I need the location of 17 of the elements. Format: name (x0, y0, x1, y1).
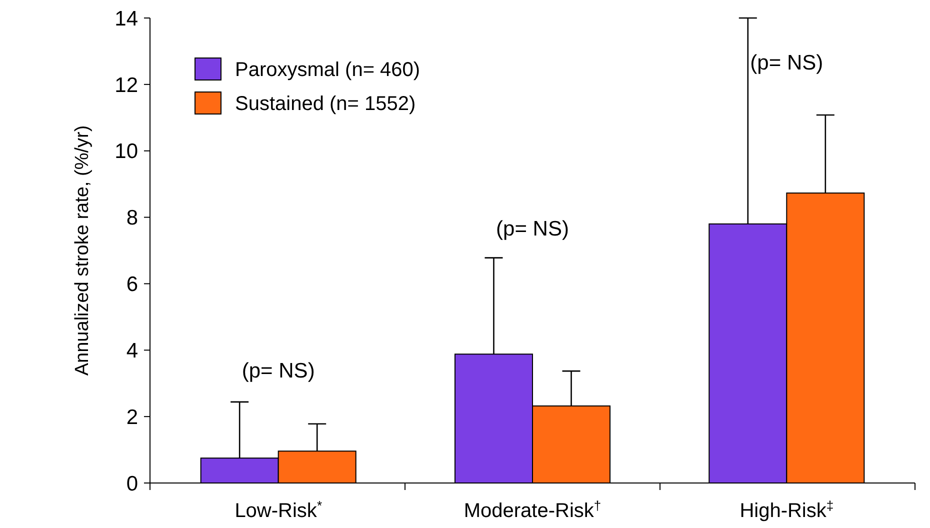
y-tick-label: 10 (114, 140, 138, 164)
y-tick-label: 4 (126, 339, 138, 362)
y-tick-label: 8 (126, 206, 138, 230)
annotation: (p= NS) (750, 51, 824, 74)
y-tick-label: 0 (126, 472, 138, 496)
y-tick-label: 6 (126, 273, 138, 296)
annotation: (p= NS) (242, 359, 315, 382)
x-tick-label: Low-Risk$^{*}$ (234, 498, 322, 522)
y-tick-label: 2 (126, 406, 138, 429)
x-tick-label: High-Risk$^{‡}$ (740, 498, 834, 522)
legend-label: Paroxysmal (n= 460) (235, 59, 420, 81)
legend-label: Sustained (n= 1552) (235, 93, 416, 115)
y-tick-label: 14 (114, 7, 138, 30)
annotation: (p= NS) (496, 217, 569, 240)
y-tick-label: 12 (114, 74, 138, 97)
x-tick-label: Moderate-Risk$^{†}$ (464, 498, 602, 522)
y-axis-title: Annualized stroke rate, (%/yr) (72, 125, 93, 376)
